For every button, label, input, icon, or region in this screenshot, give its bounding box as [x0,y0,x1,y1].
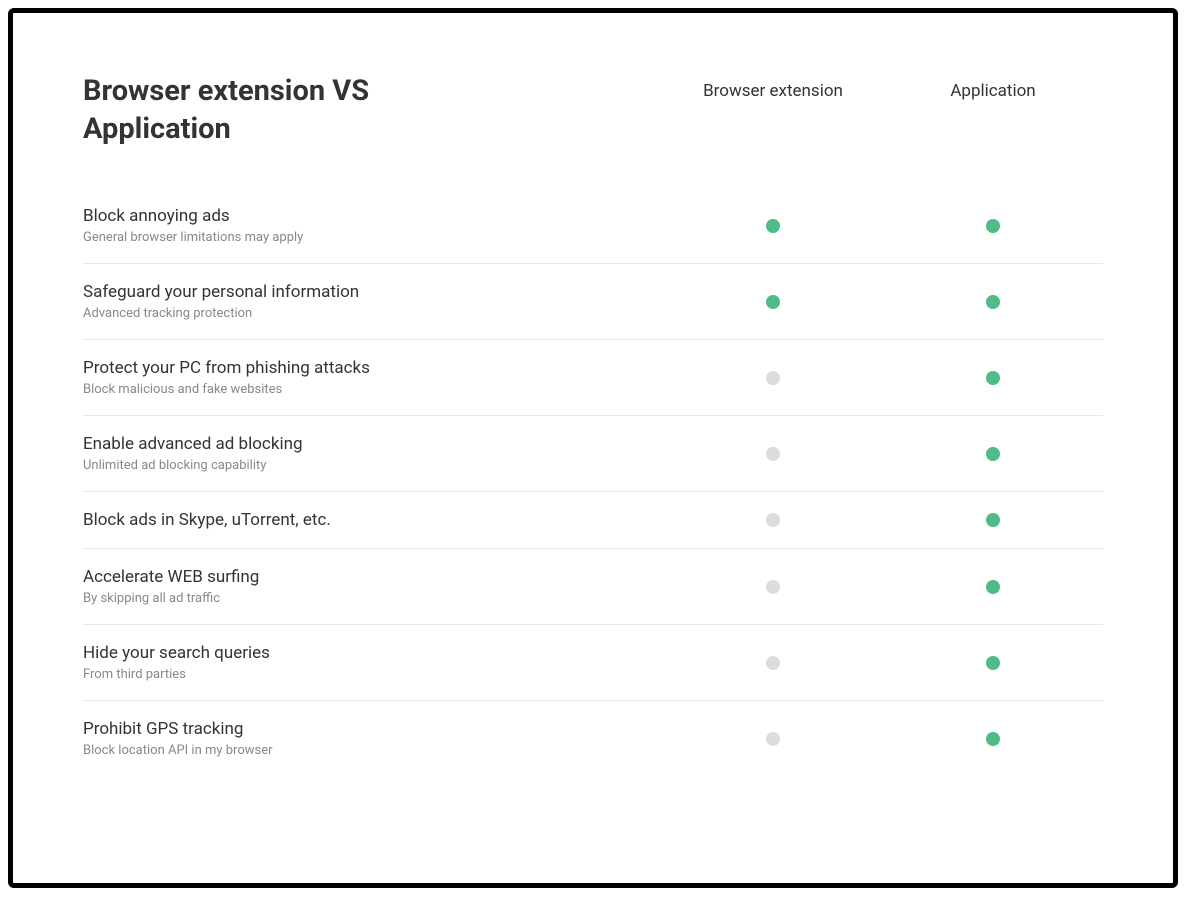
status-cell-application [883,447,1103,461]
feature-subtitle: Block location API in my browser [83,743,663,758]
feature-title: Hide your search queries [83,643,663,663]
unsupported-dot-icon [766,447,780,461]
feature-title: Safeguard your personal information [83,282,663,302]
table-row: Accelerate WEB surfing By skipping all ad… [83,549,1103,625]
feature-text-cell: Protect your PC from phishing attacks Blo… [83,358,663,397]
comparison-panel: Browser extension VS Application Browser… [8,8,1178,888]
table-row: Protect your PC from phishing attacks Blo… [83,340,1103,416]
feature-text-cell: Block ads in Skype, uTorrent, etc. [83,510,663,530]
status-cell-extension [663,513,883,527]
page-title: Browser extension VS Application [83,73,423,148]
status-cell-extension [663,656,883,670]
feature-title: Enable advanced ad blocking [83,434,663,454]
feature-subtitle: Advanced tracking protection [83,306,663,321]
table-row: Block annoying ads General browser limita… [83,188,1103,264]
feature-subtitle: Block malicious and fake websites [83,382,663,397]
column-header-extension: Browser extension [663,73,883,104]
status-cell-extension [663,219,883,233]
status-cell-extension [663,295,883,309]
status-cell-application [883,295,1103,309]
status-cell-application [883,580,1103,594]
unsupported-dot-icon [766,732,780,746]
table-row: Hide your search queries From third parti… [83,625,1103,701]
feature-text-cell: Block annoying ads General browser limita… [83,206,663,245]
feature-text-cell: Prohibit GPS tracking Block location API … [83,719,663,758]
unsupported-dot-icon [766,580,780,594]
supported-dot-icon [766,219,780,233]
feature-subtitle: By skipping all ad traffic [83,591,663,606]
feature-title: Block ads in Skype, uTorrent, etc. [83,510,663,530]
supported-dot-icon [986,295,1000,309]
table-header-row: Browser extension VS Application Browser… [83,73,1103,148]
status-cell-extension [663,580,883,594]
table-row: Safeguard your personal information Advan… [83,264,1103,340]
status-cell-extension [663,732,883,746]
feature-text-cell: Enable advanced ad blocking Unlimited ad … [83,434,663,473]
status-cell-extension [663,447,883,461]
feature-subtitle: From third parties [83,667,663,682]
supported-dot-icon [986,580,1000,594]
feature-subtitle: General browser limitations may apply [83,230,663,245]
supported-dot-icon [986,447,1000,461]
feature-title: Accelerate WEB surfing [83,567,663,587]
status-cell-application [883,513,1103,527]
status-cell-application [883,371,1103,385]
table-row: Prohibit GPS tracking Block location API … [83,701,1103,776]
feature-title: Protect your PC from phishing attacks [83,358,663,378]
supported-dot-icon [986,656,1000,670]
unsupported-dot-icon [766,513,780,527]
supported-dot-icon [986,371,1000,385]
table-row: Block ads in Skype, uTorrent, etc. [83,492,1103,549]
unsupported-dot-icon [766,656,780,670]
status-cell-extension [663,371,883,385]
feature-title: Prohibit GPS tracking [83,719,663,739]
feature-rows-container: Block annoying ads General browser limita… [83,188,1103,776]
status-cell-application [883,219,1103,233]
supported-dot-icon [986,219,1000,233]
feature-subtitle: Unlimited ad blocking capability [83,458,663,473]
supported-dot-icon [986,513,1000,527]
status-cell-application [883,732,1103,746]
feature-title: Block annoying ads [83,206,663,226]
table-row: Enable advanced ad blocking Unlimited ad … [83,416,1103,492]
feature-text-cell: Hide your search queries From third parti… [83,643,663,682]
feature-text-cell: Safeguard your personal information Advan… [83,282,663,321]
column-header-application: Application [883,73,1103,104]
feature-text-cell: Accelerate WEB surfing By skipping all ad… [83,567,663,606]
status-cell-application [883,656,1103,670]
supported-dot-icon [986,732,1000,746]
comparison-table: Browser extension VS Application Browser… [83,73,1103,776]
unsupported-dot-icon [766,371,780,385]
supported-dot-icon [766,295,780,309]
